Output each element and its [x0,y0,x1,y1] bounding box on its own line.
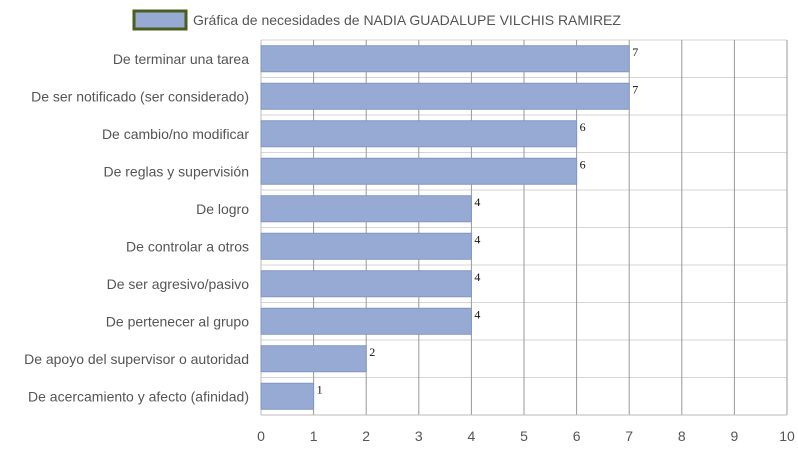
bar[interactable] [260,307,472,335]
category-label: De apoyo del supervisor o autoridad [24,351,249,367]
bar[interactable] [260,232,472,260]
category-label: De pertenecer al grupo [106,313,249,329]
legend-label: Gráfica de necesidades de NADIA GUADALUP… [193,12,621,28]
bar[interactable] [260,345,367,373]
bars [260,45,630,410]
category-label: De ser agresivo/pasivo [107,276,250,292]
bar[interactable] [260,382,315,410]
category-label: De acercamiento y afecto (afinidad) [28,388,249,404]
x-tick-label: 8 [678,428,686,444]
x-tick-label: 6 [573,428,581,444]
bar[interactable] [260,195,472,223]
data-label: 2 [369,345,375,359]
bar[interactable] [260,270,472,298]
legend[interactable]: Gráfica de necesidades de NADIA GUADALUP… [132,9,621,31]
data-label: 7 [632,82,638,96]
bar[interactable] [260,82,630,110]
x-tick-label: 9 [731,428,739,444]
data-label: 1 [317,382,323,396]
x-tick-label: 3 [415,428,423,444]
data-label: 6 [580,120,586,134]
x-tick-label: 2 [362,428,370,444]
data-label: 4 [474,307,480,321]
category-label: De cambio/no modificar [102,126,249,142]
x-tick-label: 4 [468,428,476,444]
category-label: De logro [196,201,249,217]
legend-swatch[interactable] [132,9,188,31]
x-tick-label: 10 [779,428,795,444]
x-tick-label: 7 [625,428,633,444]
x-tick-label: 1 [310,428,318,444]
category-label: De terminar una tarea [113,51,249,67]
bar[interactable] [260,157,578,185]
data-label: 6 [580,157,586,171]
category-label: De reglas y supervisión [103,163,249,179]
bar[interactable] [260,120,578,148]
bar[interactable] [260,45,630,73]
x-axis-tick-labels: 0 1 2 3 4 5 6 7 8 9 10 [257,428,795,444]
category-label: De controlar a otros [126,238,249,254]
data-label: 4 [474,195,480,209]
data-label: 4 [474,232,480,246]
data-label: 4 [474,270,480,284]
category-label: De ser notificado (ser considerado) [31,88,249,104]
category-labels: De terminar una tarea De ser notificado (… [24,51,249,405]
data-label: 7 [632,45,638,59]
x-tick-label: 0 [257,428,265,444]
x-tick-label: 5 [520,428,528,444]
data-labels: 7 7 6 6 4 4 4 4 2 1 [317,45,639,397]
